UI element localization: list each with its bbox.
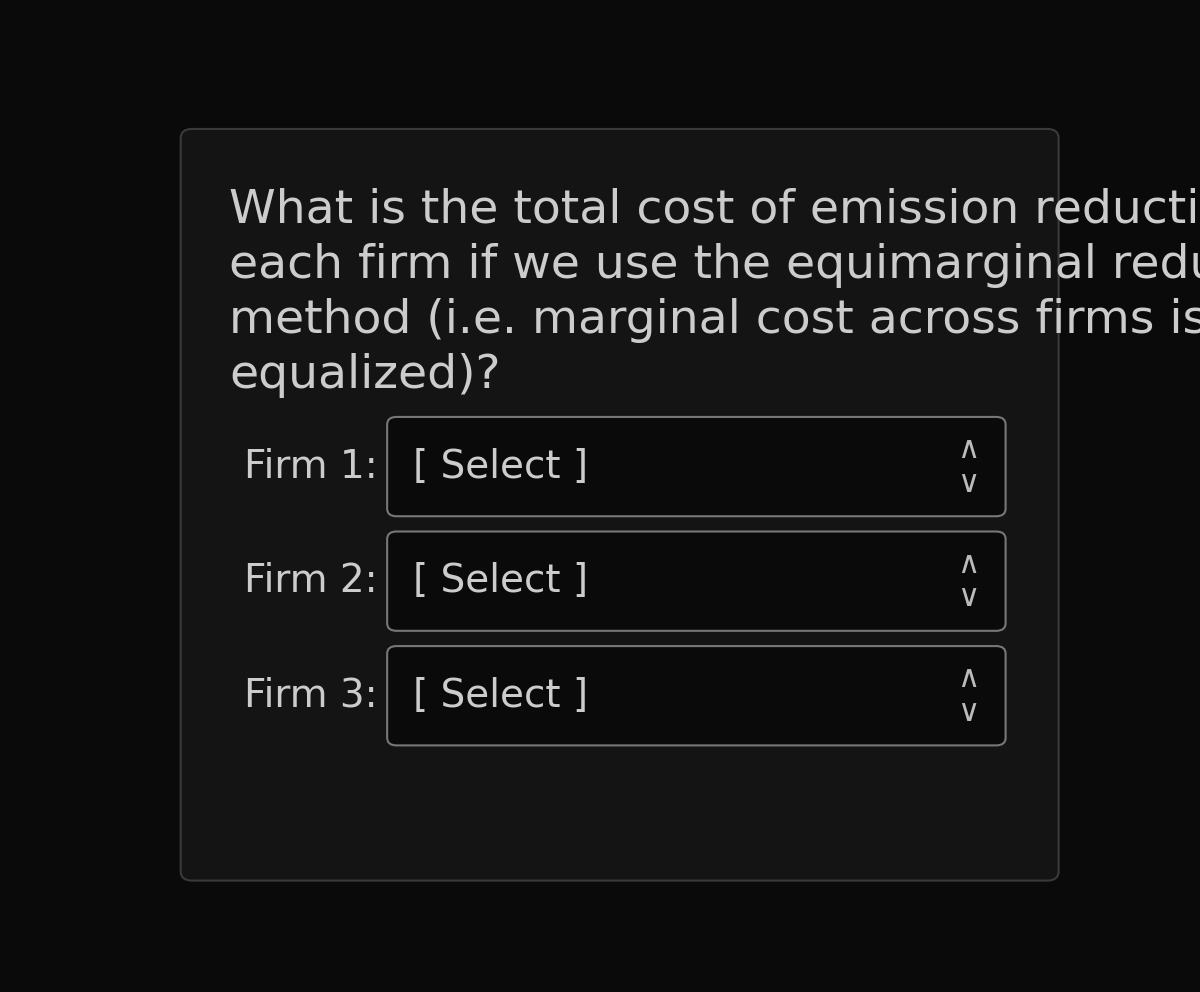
FancyBboxPatch shape: [388, 532, 1006, 631]
Text: equalized)?: equalized)?: [229, 353, 500, 398]
Text: ∧: ∧: [958, 665, 979, 693]
Text: [ Select ]: [ Select ]: [413, 677, 588, 715]
Text: ∨: ∨: [958, 469, 979, 498]
Text: Firm 1:: Firm 1:: [244, 447, 378, 486]
FancyBboxPatch shape: [181, 129, 1058, 881]
Text: Firm 3:: Firm 3:: [245, 677, 378, 715]
Text: What is the total cost of emission reductions for: What is the total cost of emission reduc…: [229, 187, 1200, 233]
FancyBboxPatch shape: [388, 646, 1006, 745]
Text: ∧: ∧: [958, 435, 979, 464]
Text: [ Select ]: [ Select ]: [413, 562, 588, 600]
Text: each firm if we use the equimarginal reduction: each firm if we use the equimarginal red…: [229, 243, 1200, 288]
Text: ∨: ∨: [958, 698, 979, 727]
Text: ∧: ∧: [958, 550, 979, 579]
FancyBboxPatch shape: [388, 417, 1006, 516]
Text: [ Select ]: [ Select ]: [413, 447, 588, 486]
Text: method (i.e. marginal cost across firms is: method (i.e. marginal cost across firms …: [229, 298, 1200, 343]
Text: Firm 2:: Firm 2:: [245, 562, 378, 600]
Text: ∨: ∨: [958, 583, 979, 612]
